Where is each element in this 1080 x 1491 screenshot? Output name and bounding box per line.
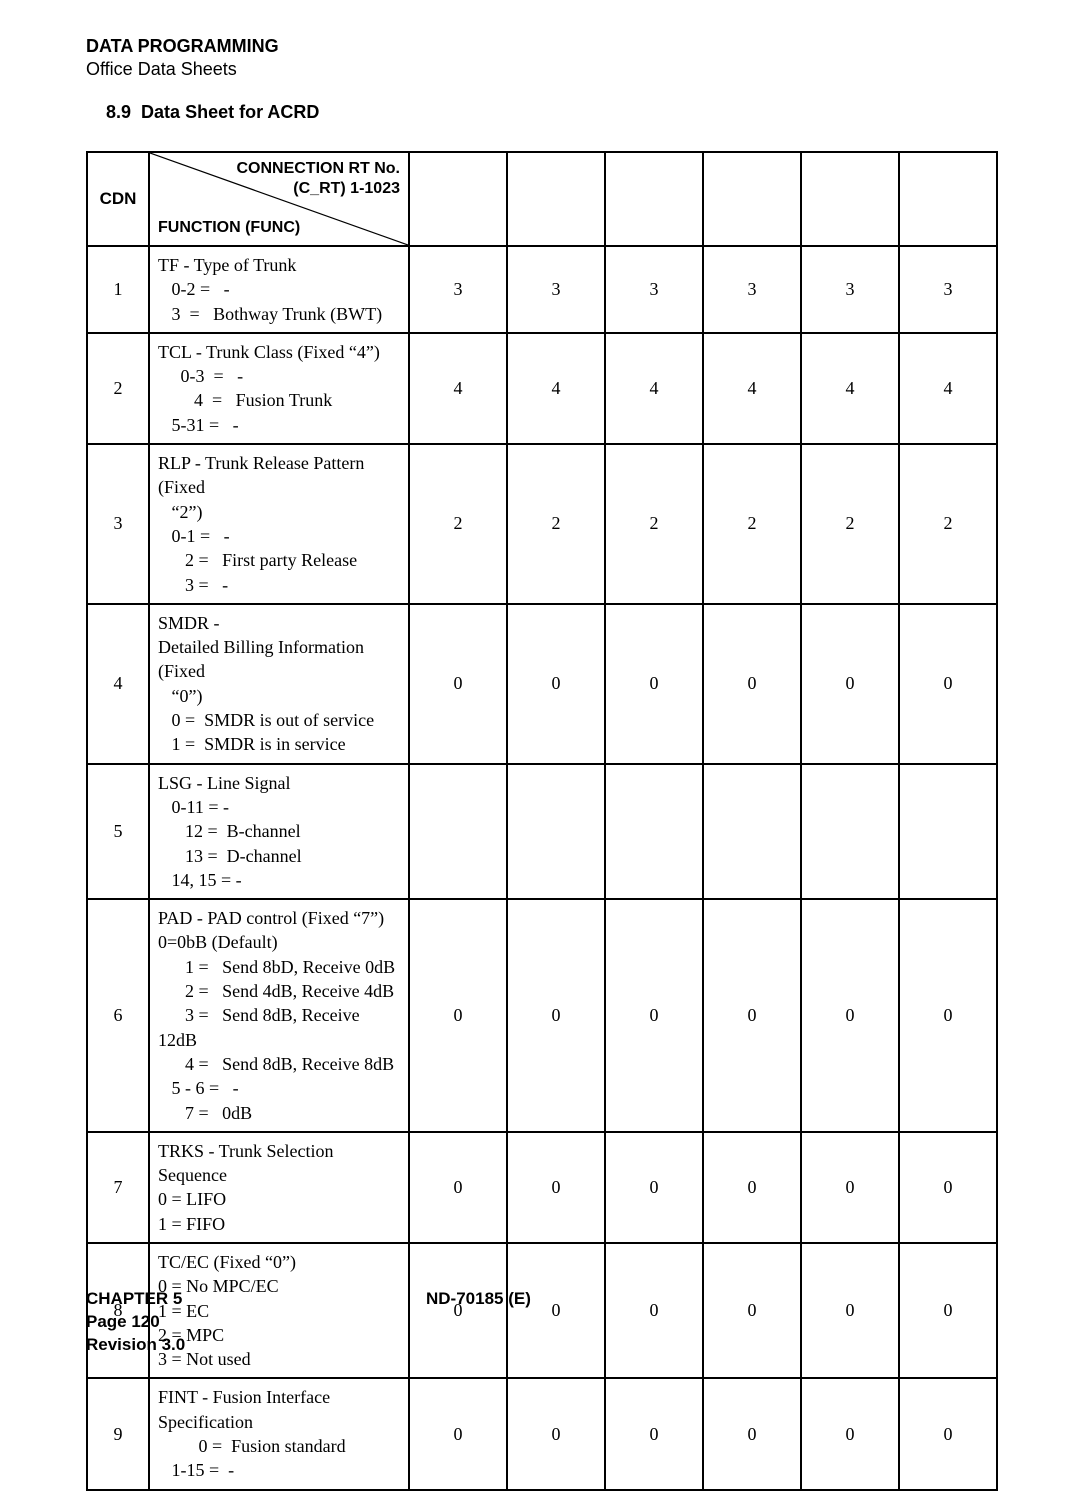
col-header-blank <box>703 152 801 246</box>
footer-chapter: CHAPTER 5 <box>86 1288 994 1311</box>
value-cell: 0 <box>605 899 703 1132</box>
cdn-cell: 7 <box>87 1132 149 1243</box>
page-footer: CHAPTER 5 ND-70185 (E) Page 120 Revision… <box>86 1288 994 1357</box>
value-cell: 3 <box>409 246 507 333</box>
table-row: 7TRKS - Trunk Selection Sequence 0 = LIF… <box>87 1132 997 1243</box>
section-number: 8.9 <box>106 102 131 122</box>
cdn-cell: 4 <box>87 604 149 764</box>
cdn-cell: 3 <box>87 444 149 604</box>
cdn-cell: 9 <box>87 1378 149 1489</box>
value-cell: 0 <box>899 1132 997 1243</box>
value-cell: 0 <box>703 1378 801 1489</box>
value-cell <box>605 764 703 899</box>
value-cell: 4 <box>801 333 899 444</box>
cdn-cell: 2 <box>87 333 149 444</box>
col-header-blank <box>409 152 507 246</box>
table-row: 6PAD - PAD control (Fixed “7”) 0=0bB (De… <box>87 899 997 1132</box>
value-cell: 2 <box>507 444 605 604</box>
diag-top-label: CONNECTION RT No. (C_RT) 1-1023 <box>236 159 400 199</box>
value-cell: 0 <box>703 899 801 1132</box>
section-title: Data Sheet for ACRD <box>141 102 319 122</box>
section-heading: 8.9 Data Sheet for ACRD <box>106 102 994 123</box>
function-cell: RLP - Trunk Release Pattern (Fixed “2”) … <box>149 444 409 604</box>
value-cell: 0 <box>801 604 899 764</box>
value-cell: 2 <box>409 444 507 604</box>
value-cell: 0 <box>899 899 997 1132</box>
footer-page: Page 120 <box>86 1311 994 1334</box>
table-row: 5LSG - Line Signal 0-11 = - 12 = B-chann… <box>87 764 997 899</box>
col-header-blank <box>801 152 899 246</box>
table-row: 1TF - Type of Trunk 0-2 = - 3 = Bothway … <box>87 246 997 333</box>
col-header-blank <box>605 152 703 246</box>
value-cell: 3 <box>605 246 703 333</box>
value-cell: 0 <box>409 604 507 764</box>
value-cell: 0 <box>409 899 507 1132</box>
function-cell: FINT - Fusion Interface Specification 0 … <box>149 1378 409 1489</box>
value-cell: 2 <box>703 444 801 604</box>
value-cell: 3 <box>899 246 997 333</box>
diag-top-line2: (C_RT) 1-1023 <box>293 180 400 197</box>
value-cell: 0 <box>801 899 899 1132</box>
table-header-row: CDN CONNECTION RT No. (C_RT) 1-1023 FUNC… <box>87 152 997 246</box>
value-cell <box>703 764 801 899</box>
page-header-subtitle: Office Data Sheets <box>86 59 994 80</box>
function-cell: TRKS - Trunk Selection Sequence 0 = LIFO… <box>149 1132 409 1243</box>
value-cell: 0 <box>507 899 605 1132</box>
function-cell: SMDR - Detailed Billing Information (Fix… <box>149 604 409 764</box>
value-cell: 3 <box>801 246 899 333</box>
table-row: 9FINT - Fusion Interface Specification 0… <box>87 1378 997 1489</box>
value-cell: 0 <box>703 604 801 764</box>
value-cell: 3 <box>507 246 605 333</box>
value-cell: 0 <box>801 1378 899 1489</box>
table-row: 3RLP - Trunk Release Pattern (Fixed “2”)… <box>87 444 997 604</box>
value-cell <box>409 764 507 899</box>
value-cell: 0 <box>801 1132 899 1243</box>
col-header-diagonal: CONNECTION RT No. (C_RT) 1-1023 FUNCTION… <box>149 152 409 246</box>
value-cell: 0 <box>899 604 997 764</box>
value-cell: 0 <box>409 1132 507 1243</box>
col-header-blank <box>507 152 605 246</box>
value-cell: 4 <box>703 333 801 444</box>
value-cell: 0 <box>507 1378 605 1489</box>
page-header-title: DATA PROGRAMMING <box>86 36 994 57</box>
col-header-blank <box>899 152 997 246</box>
value-cell <box>801 764 899 899</box>
footer-revision: Revision 3.0 <box>86 1334 994 1357</box>
value-cell: 2 <box>801 444 899 604</box>
col-header-cdn: CDN <box>87 152 149 246</box>
value-cell: 2 <box>605 444 703 604</box>
function-cell: LSG - Line Signal 0-11 = - 12 = B-channe… <box>149 764 409 899</box>
table-row: 4SMDR - Detailed Billing Information (Fi… <box>87 604 997 764</box>
value-cell: 0 <box>899 1378 997 1489</box>
value-cell: 4 <box>605 333 703 444</box>
function-cell: TF - Type of Trunk 0-2 = - 3 = Bothway T… <box>149 246 409 333</box>
value-cell: 0 <box>605 1378 703 1489</box>
table-row: 2TCL - Trunk Class (Fixed “4”) 0-3 = - 4… <box>87 333 997 444</box>
footer-doc-number: ND-70185 (E) <box>426 1288 531 1311</box>
value-cell: 0 <box>507 604 605 764</box>
diag-bottom-label: FUNCTION (FUNC) <box>158 219 300 237</box>
cdn-cell: 6 <box>87 899 149 1132</box>
value-cell: 2 <box>899 444 997 604</box>
value-cell: 0 <box>605 604 703 764</box>
cdn-cell: 5 <box>87 764 149 899</box>
diag-top-line1: CONNECTION RT No. <box>236 160 400 177</box>
value-cell <box>507 764 605 899</box>
value-cell: 4 <box>507 333 605 444</box>
value-cell: 0 <box>605 1132 703 1243</box>
value-cell: 0 <box>703 1132 801 1243</box>
function-cell: TCL - Trunk Class (Fixed “4”) 0-3 = - 4 … <box>149 333 409 444</box>
value-cell <box>899 764 997 899</box>
function-cell: PAD - PAD control (Fixed “7”) 0=0bB (Def… <box>149 899 409 1132</box>
value-cell: 4 <box>899 333 997 444</box>
value-cell: 4 <box>409 333 507 444</box>
value-cell: 0 <box>409 1378 507 1489</box>
value-cell: 0 <box>507 1132 605 1243</box>
value-cell: 3 <box>703 246 801 333</box>
cdn-cell: 1 <box>87 246 149 333</box>
